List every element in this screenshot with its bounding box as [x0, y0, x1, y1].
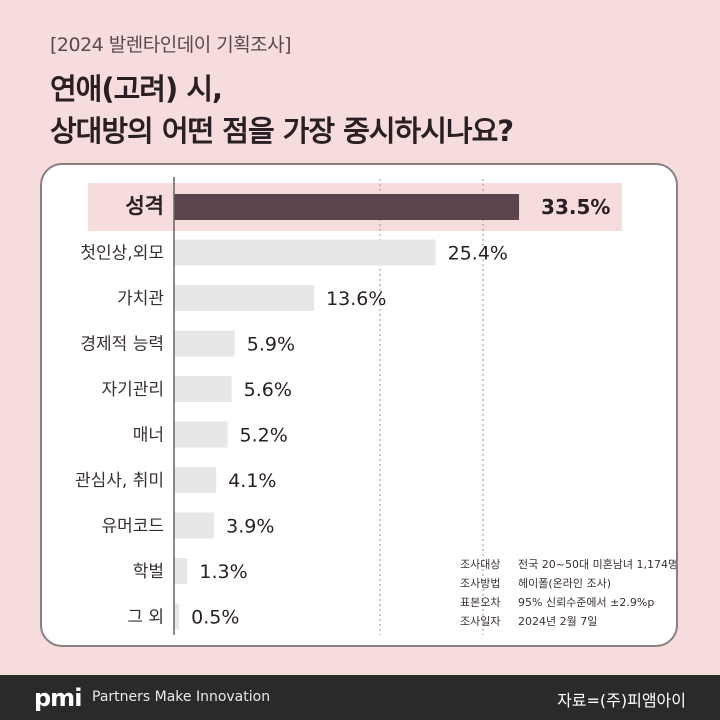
value-label: 5.6%	[244, 379, 292, 401]
bar	[174, 194, 520, 220]
category-label: 관심사, 취미	[75, 471, 164, 491]
survey-info-row: 조사일자 2024년 2월 7일	[460, 612, 676, 631]
value-label: 3.9%	[226, 516, 274, 538]
bar	[174, 239, 436, 266]
source-credit: 자료=(주)피앰아이	[557, 691, 686, 710]
category-label: 유머코드	[101, 517, 164, 537]
survey-tag: [2024 발렌타인데이 기획조사]	[50, 34, 292, 56]
footer-tagline: Partners Make Innovation	[92, 689, 271, 705]
bar	[174, 285, 315, 311]
survey-info-row: 표본오차 95% 신뢰수준에서 ±2.9%p	[460, 593, 676, 612]
bar	[174, 467, 217, 493]
category-label: 경제적 능력	[80, 335, 164, 355]
bar-chart: 성격 33.5% 첫인상,외모 25.4% 가치관 13.6% 경제적 능력 5.9% 자기관리…	[75, 177, 622, 635]
bar	[174, 603, 180, 630]
category-label: 성격	[125, 194, 164, 218]
page-title: 연애(고려) 시, 상대방의 어떤 점을 가장 중시하시나요?	[50, 68, 514, 152]
survey-info-value: 전국 20~50대 미혼남녀 1,174명	[518, 558, 678, 571]
value-label: 13.6%	[326, 288, 386, 310]
chart-card: 성격 33.5% 첫인상,외모 25.4% 가치관 13.6% 경제적 능력 5.9% 자기관리…	[40, 163, 678, 647]
category-label: 자기관리	[101, 380, 164, 400]
category-label: 학벌	[133, 562, 164, 582]
survey-info: 조사대상 전국 20~50대 미혼남녀 1,174명 조사방법 헤이폴(온라인 …	[460, 555, 678, 631]
survey-info-row: 조사방법 헤이폴(온라인 조사)	[460, 574, 676, 593]
value-label: 4.1%	[228, 470, 276, 492]
bar	[174, 558, 188, 584]
survey-info-row: 조사대상 전국 20~50대 미혼남녀 1,174명	[460, 555, 678, 574]
value-label: 0.5%	[191, 607, 239, 629]
category-label: 첫인상,외모	[80, 244, 164, 264]
survey-info-key: 조사일자	[460, 615, 501, 628]
survey-info-key: 조사대상	[460, 558, 501, 571]
bar	[174, 330, 235, 357]
bar	[174, 376, 232, 402]
survey-info-key: 조사방법	[460, 577, 501, 590]
survey-info-value: 2024년 2월 7일	[518, 615, 598, 628]
value-label: 33.5%	[541, 195, 610, 219]
value-label: 5.9%	[247, 334, 295, 356]
value-label: 25.4%	[448, 243, 508, 265]
title-line-1: 연애(고려) 시,	[50, 72, 223, 106]
survey-info-value: 헤이폴(온라인 조사)	[518, 577, 612, 590]
category-label: 그 외	[127, 608, 164, 628]
pmi-logo: pmi	[34, 684, 82, 712]
category-label: 매너	[133, 426, 164, 446]
value-label: 5.2%	[240, 425, 288, 447]
bar	[174, 421, 228, 448]
survey-info-value: 95% 신뢰수준에서 ±2.9%p	[518, 596, 655, 609]
title-line-2: 상대방의 어떤 점을 가장 중시하시나요?	[50, 114, 514, 148]
value-label: 1.3%	[199, 561, 247, 583]
footer-bar: pmi Partners Make Innovation 자료=(주)피앰아이	[0, 675, 720, 720]
bar	[174, 512, 215, 539]
survey-info-key: 표본오차	[460, 596, 501, 609]
category-label: 가치관	[117, 289, 164, 309]
